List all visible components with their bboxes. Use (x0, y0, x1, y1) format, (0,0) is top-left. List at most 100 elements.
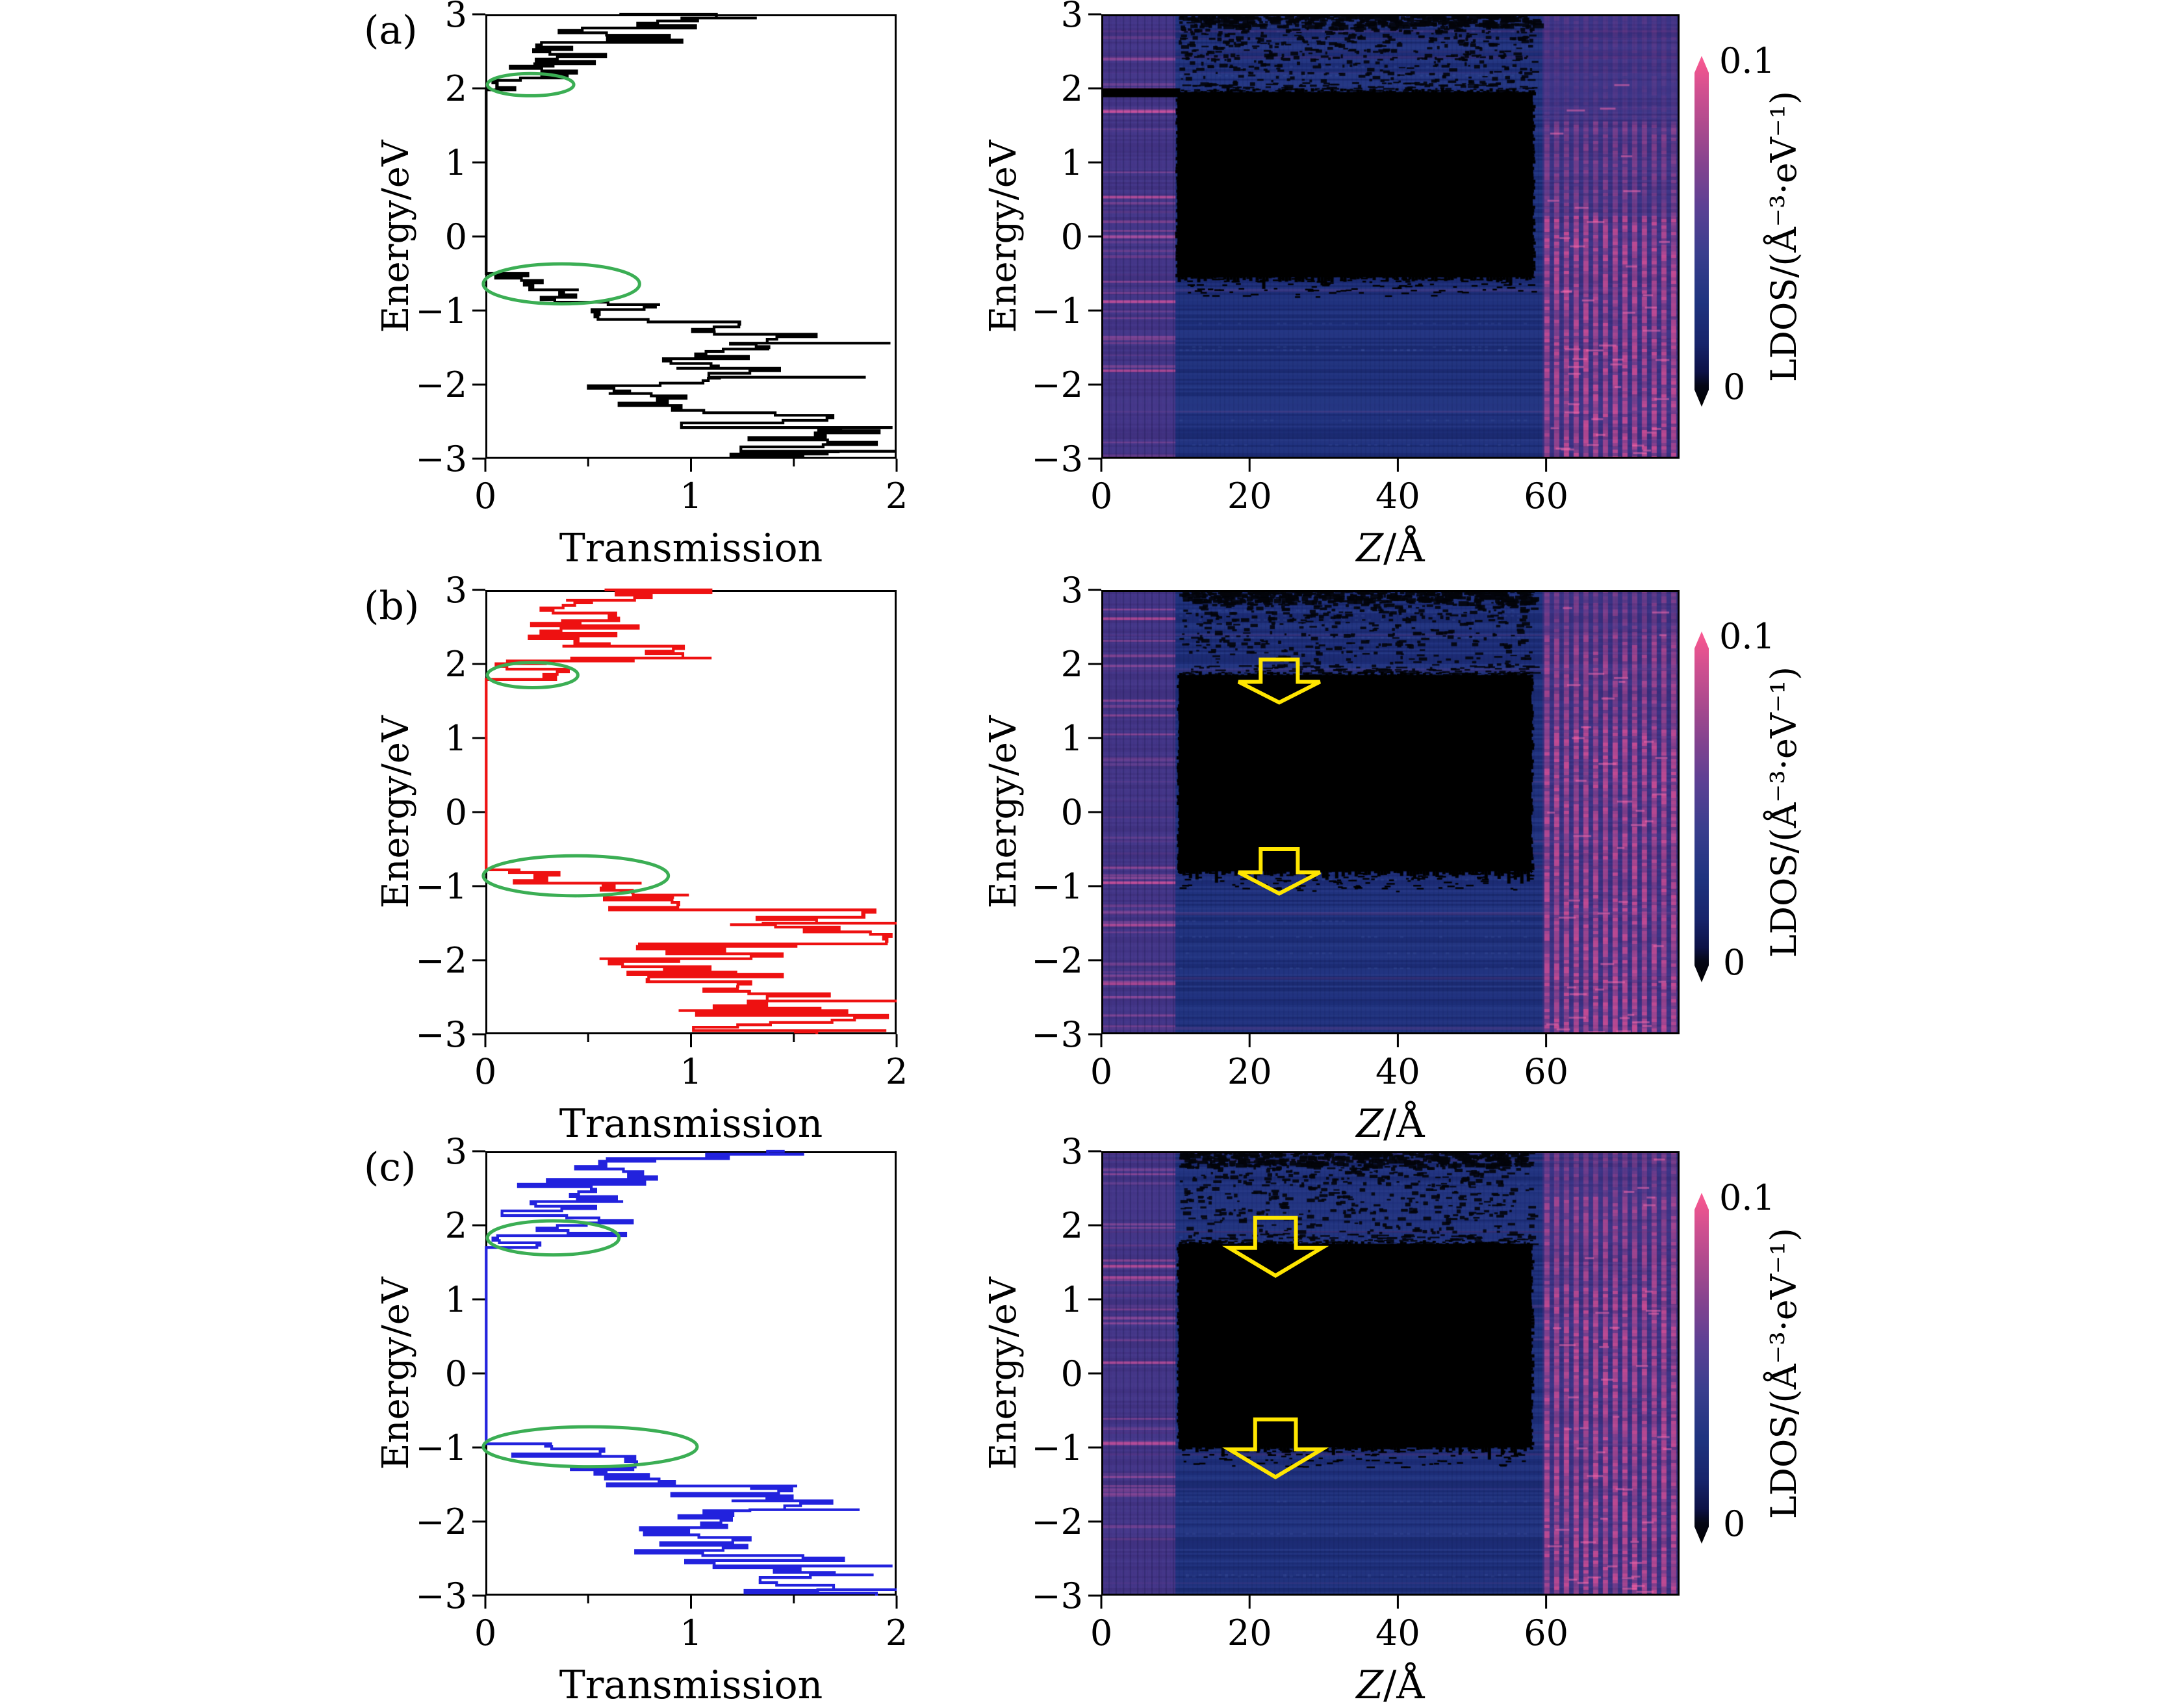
plot-frame (1101, 14, 1680, 459)
y-tick-label: 2 (1061, 644, 1083, 685)
highlight-ellipse (485, 71, 576, 97)
y-tick-label: 0 (1061, 1353, 1083, 1394)
z-axis-symbol: Z (1356, 1663, 1384, 1708)
x-tick-label: 0 (1090, 1051, 1112, 1092)
y-tick-label: −2 (415, 1501, 467, 1542)
figure-row-b: (b) Energy/eV 0 1 2 3 2 1 0 −1 −2 −3 Transmission… (0, 570, 2174, 1147)
panel-label-a: (a) (364, 8, 418, 53)
y-tick-label: 2 (445, 1205, 467, 1246)
x-tick-label: 2 (886, 1612, 908, 1653)
colorbar-max-label: 0.1 (1719, 616, 1775, 657)
colorbar-min-label: 0 (1723, 1503, 1746, 1544)
transmission-plot-a: 0 1 2 3 2 1 0 −1 −2 −3 (415, 0, 908, 516)
energy-axis-label: Energy/eV (375, 715, 417, 909)
transmission-plot-b: 0 1 2 3 2 1 0 −1 −2 −3 (415, 570, 908, 1092)
plot-frame (1101, 590, 1680, 1034)
gap-arrow-icon (1237, 847, 1321, 896)
x-tick-label: 40 (1375, 1612, 1420, 1653)
y-tick-label: −3 (415, 439, 467, 479)
transmission-chart-a: 0 1 2 3 2 1 0 −1 −2 −3 (415, 0, 908, 516)
x-tick-label: 2 (886, 1051, 908, 1092)
z-axis-unit: /Å (1383, 526, 1425, 571)
y-tick-label: −3 (1031, 1014, 1083, 1055)
colorbar-title: LDOS/(Å⁻³·eV⁻¹) (1763, 1227, 1804, 1520)
energy-axis-label-heatmap: Energy/eV (982, 1277, 1025, 1470)
x-tick-label: 2 (886, 476, 908, 516)
y-tick-label: −1 (1031, 290, 1083, 331)
energy-axis-label: Energy/eV (375, 1277, 417, 1470)
panel-label-c: (c) (364, 1145, 416, 1190)
heatmap-canvas (1101, 14, 1680, 459)
colorbar-max-label: 0.1 (1719, 40, 1775, 81)
energy-axis-label-heatmap: Energy/eV (982, 715, 1025, 909)
colorbar-max-label: 0.1 (1719, 1177, 1775, 1218)
y-tick-label: 1 (445, 1279, 467, 1320)
ldos-heatmap-a: 0 20 40 60 3 2 1 0 −1 −2 −3 (1031, 0, 1680, 516)
colorbar-min-label: 0 (1723, 366, 1746, 407)
y-tick-label: −2 (415, 940, 467, 981)
heatmap-canvas (1101, 1151, 1680, 1596)
transmission-chart-c: 0 1 2 3 2 1 0 −1 −2 −3 (415, 1131, 908, 1653)
y-tick-label: −3 (415, 1575, 467, 1616)
y-tick-label: −3 (415, 1014, 467, 1055)
x-tick-label: 0 (474, 1612, 496, 1653)
highlight-ellipse (485, 661, 580, 689)
y-tick-label: 2 (445, 644, 467, 685)
y-tick-label: −2 (1031, 940, 1083, 981)
gap-arrow-icon (1237, 657, 1321, 705)
y-tick-label: 1 (1061, 1279, 1083, 1320)
transmission-curve (485, 1149, 897, 1596)
colorbar (1694, 56, 1709, 407)
plot-frame (485, 14, 897, 459)
y-tick-label: 3 (445, 570, 467, 611)
y-tick-label: 2 (1061, 68, 1083, 109)
z-axis-unit: /Å (1383, 1101, 1425, 1147)
y-tick-label: 3 (445, 0, 467, 35)
y-tick-label: 1 (445, 142, 467, 183)
y-tick-label: 2 (445, 68, 467, 109)
x-tick-label: 20 (1227, 1051, 1272, 1092)
transmission-plot-c: 0 1 2 3 2 1 0 −1 −2 −3 (415, 1131, 908, 1653)
plot-frame (1101, 1151, 1680, 1596)
y-tick-label: 3 (445, 1131, 467, 1172)
highlight-ellipse (481, 1425, 699, 1469)
z-axis-unit: /Å (1383, 1663, 1425, 1708)
colorbar (1694, 1193, 1709, 1544)
x-tick-label: 60 (1524, 1612, 1568, 1653)
ldos-heatmap-b: 0 20 40 60 3 2 1 0 −1 −2 −3 (1031, 570, 1680, 1092)
x-tick-label: 0 (474, 476, 496, 516)
gap-arrow-icon (1221, 1216, 1329, 1278)
figure-row-a: (a) Energy/eV 0 1 2 3 2 1 0 −1 −2 −3 Transmission… (0, 0, 2174, 571)
heatmap-canvas (1101, 590, 1680, 1034)
y-tick-label: −1 (1031, 866, 1083, 907)
y-tick-label: 0 (1061, 792, 1083, 833)
y-tick-label: 0 (445, 1353, 467, 1394)
figure-row-c: (c) Energy/eV 0 1 2 3 2 1 0 −1 −2 −3 Transmission… (0, 1131, 2174, 1708)
energy-axis-label-heatmap: Energy/eV (982, 140, 1025, 333)
y-tick-label: 2 (1061, 1205, 1083, 1246)
ldos-heatmap-c: 0 20 40 60 3 2 1 0 −1 −2 −3 (1031, 1131, 1680, 1653)
transmission-axis-label: Transmission (559, 526, 823, 571)
x-tick-label: 60 (1524, 476, 1568, 516)
panel-label-b: (b) (364, 583, 420, 629)
x-tick-label: 20 (1227, 476, 1272, 516)
gap-arrow-icon (1221, 1417, 1329, 1480)
heatmap-axes-c: 0 20 40 60 3 2 1 0 −1 −2 −3 (1031, 1131, 1680, 1653)
colorbar-title: LDOS/(Å⁻³·eV⁻¹) (1763, 90, 1804, 383)
x-tick-label: 40 (1375, 476, 1420, 516)
z-axis-symbol: Z (1356, 1101, 1384, 1147)
x-tick-label: 0 (1090, 476, 1112, 516)
x-tick-label: 0 (474, 1051, 496, 1092)
y-tick-label: 3 (1061, 570, 1083, 611)
y-tick-label: 3 (1061, 1131, 1083, 1172)
y-tick-label: 0 (1061, 216, 1083, 257)
z-axis-label: Z/Å (1101, 1663, 1680, 1708)
highlight-ellipse (481, 262, 641, 306)
x-tick-label: 60 (1524, 1051, 1568, 1092)
energy-axis-label: Energy/eV (375, 140, 417, 333)
y-tick-label: −1 (1031, 1427, 1083, 1468)
y-tick-label: 1 (445, 718, 467, 759)
transmission-curve (485, 588, 897, 1034)
transmission-axis-label: Transmission (559, 1663, 823, 1708)
